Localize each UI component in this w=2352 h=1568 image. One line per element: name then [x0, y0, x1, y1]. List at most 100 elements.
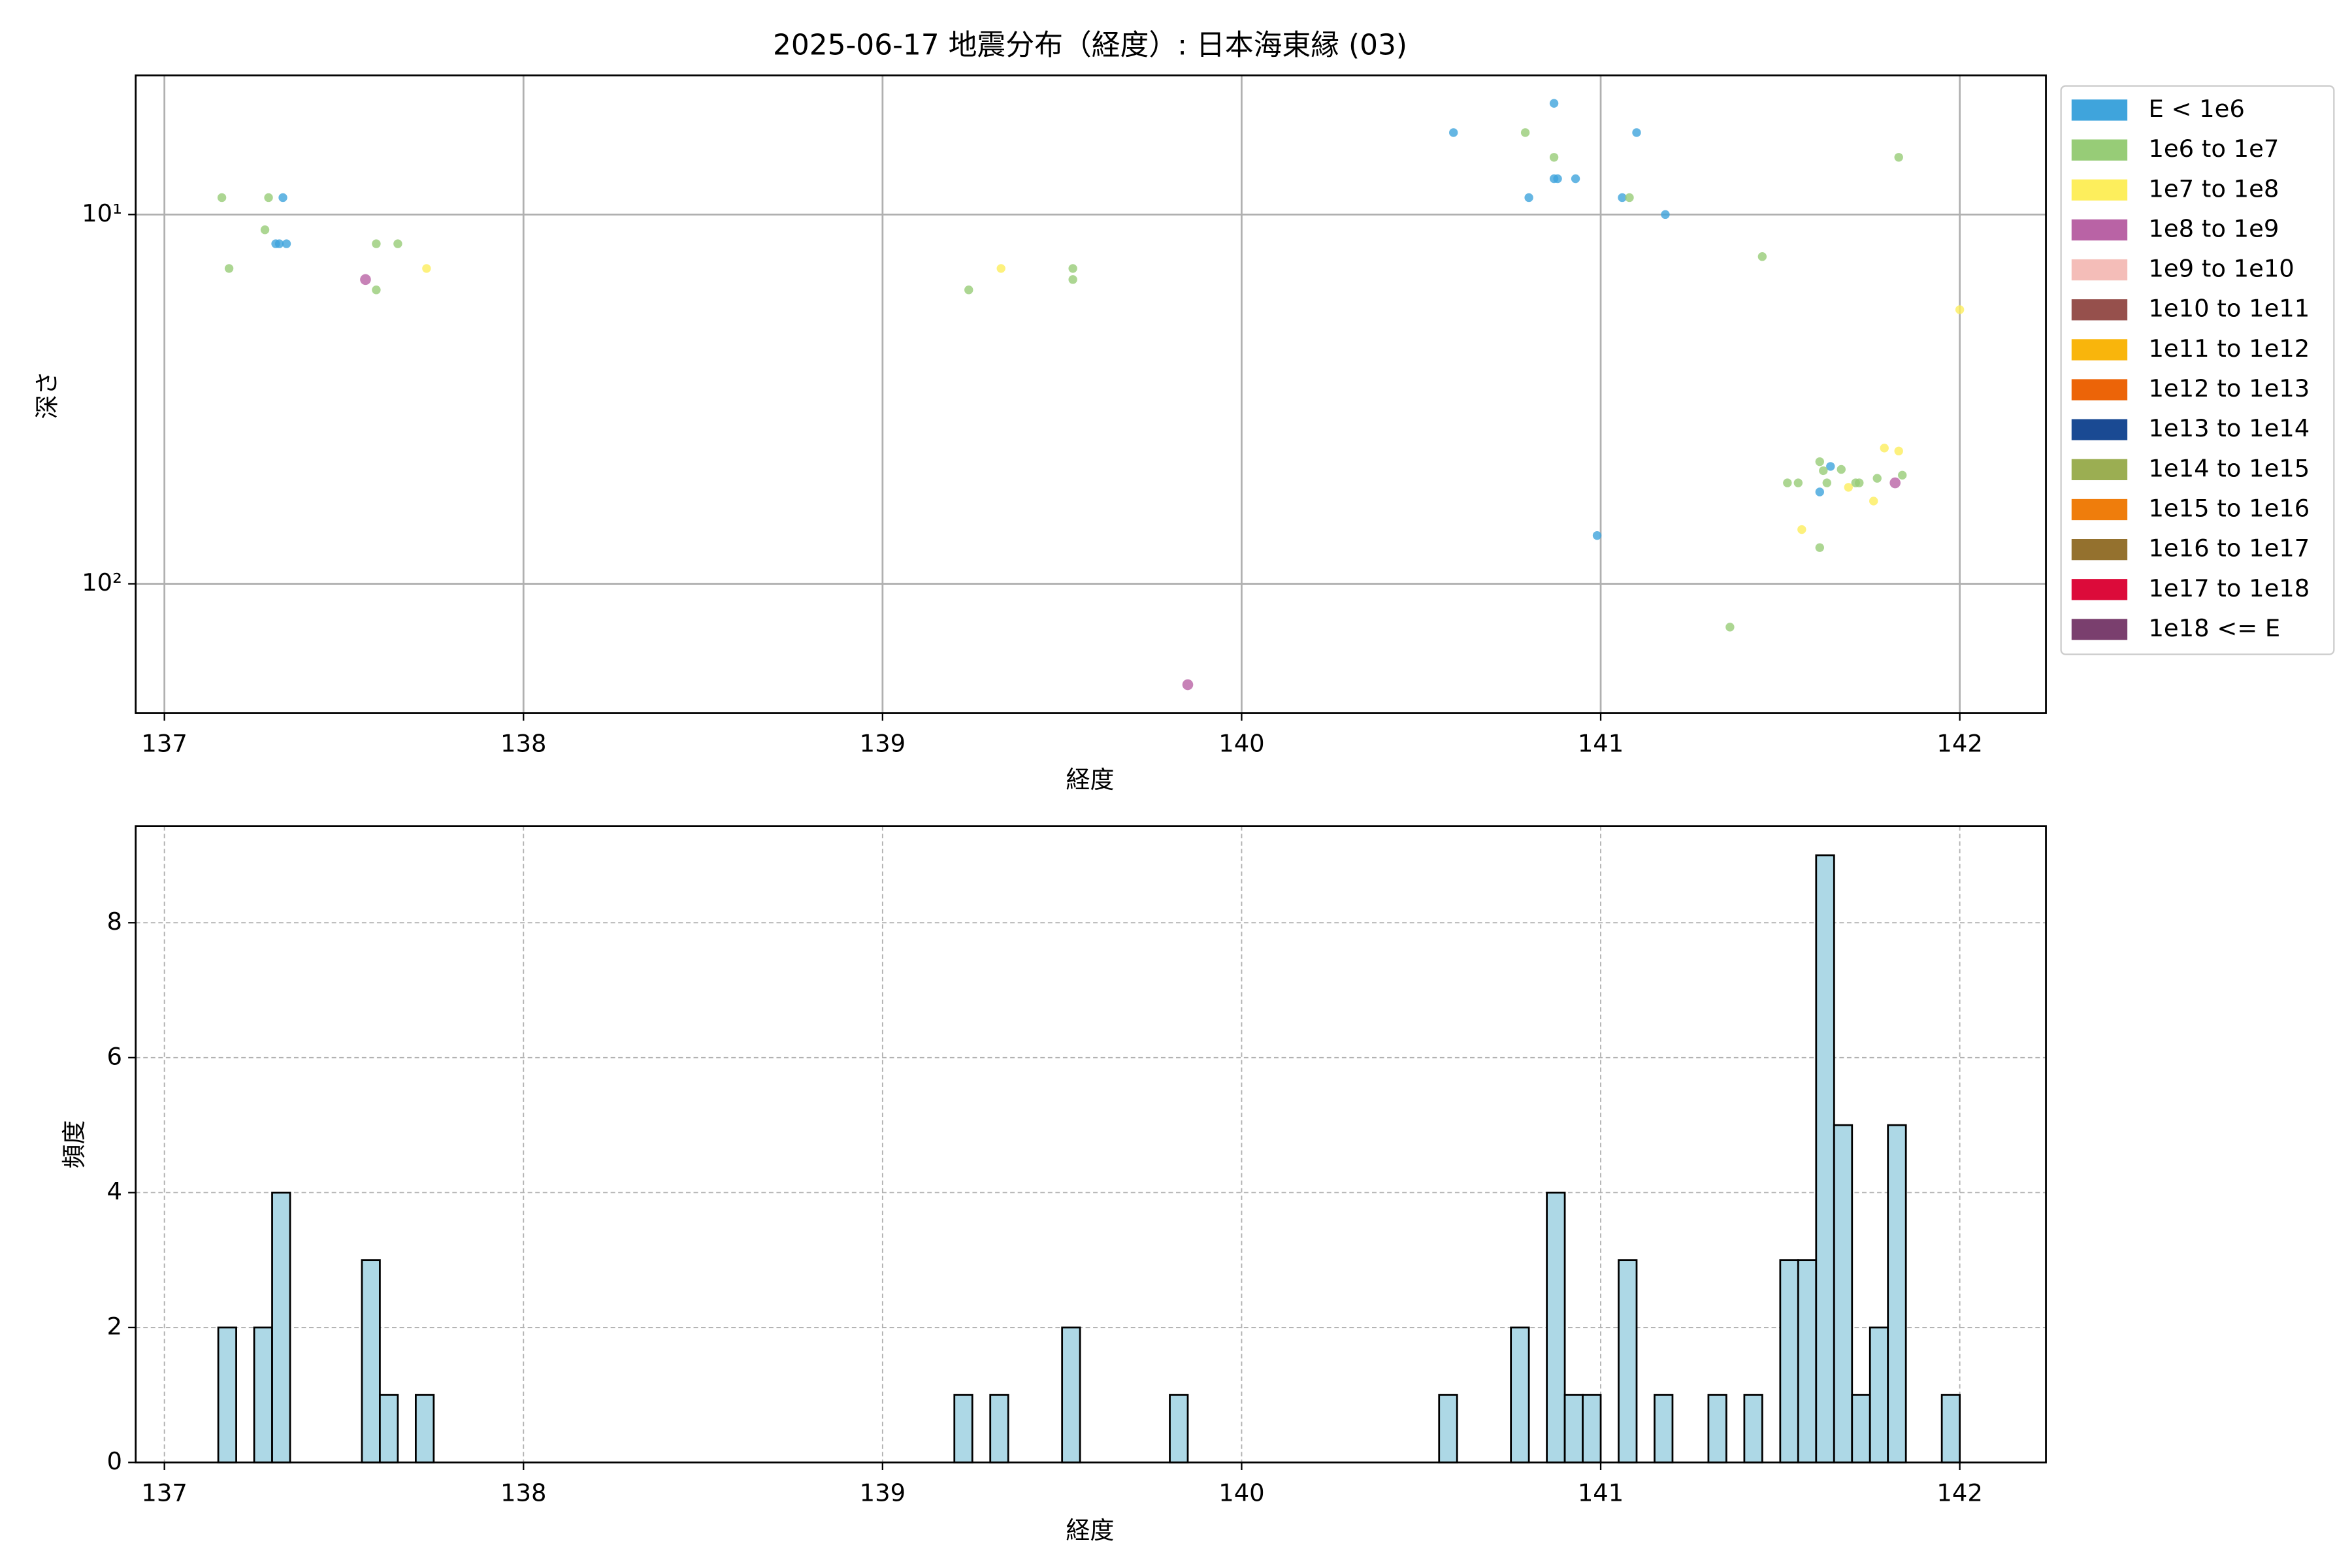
scatter-point	[1894, 446, 1903, 456]
scatter-point	[1625, 193, 1634, 203]
scatter-point	[1822, 478, 1831, 487]
scatter-point	[282, 239, 291, 248]
scatter-point	[1815, 487, 1824, 497]
y-tick-label: 8	[106, 907, 122, 936]
legend-label: 1e7 to 1e8	[2148, 174, 2279, 203]
legend-label: 1e10 to 1e11	[2148, 295, 2310, 323]
y-tick-label: 0	[106, 1447, 122, 1475]
histogram-bar	[253, 1326, 273, 1463]
y-tick-label: 6	[106, 1042, 122, 1070]
x-tick-label: 141	[1578, 1478, 1624, 1507]
histogram-bar	[379, 1394, 399, 1463]
scatter-point	[1869, 497, 1878, 506]
scatter-point	[1889, 477, 1901, 489]
histogram-bar	[1887, 1124, 1907, 1463]
legend-swatch	[2071, 219, 2128, 241]
legend-label: E < 1e6	[2148, 95, 2244, 123]
scatter-point	[217, 193, 227, 203]
histogram-bar	[1582, 1394, 1602, 1463]
scatter-point	[1826, 462, 1835, 471]
histogram-bar	[1546, 1191, 1566, 1463]
legend-label: 1e13 to 1e14	[2148, 414, 2310, 442]
histogram-bar	[1779, 1259, 1799, 1463]
scatter-point	[1819, 466, 1828, 476]
x-axis-label: 経度	[1066, 1516, 1115, 1544]
scatter-point	[1815, 457, 1824, 466]
scatter-point	[372, 239, 381, 248]
scatter-point	[1549, 153, 1559, 162]
scatter-point	[1844, 483, 1853, 492]
histogram-bar	[361, 1259, 381, 1463]
scatter-point	[1520, 128, 1530, 137]
plot-frame	[135, 74, 2047, 714]
histogram-bar	[953, 1394, 973, 1463]
histogram-bar	[1510, 1326, 1530, 1463]
scatter-point	[393, 239, 402, 248]
histogram-bar	[1743, 1394, 1763, 1463]
scatter-point	[1068, 264, 1077, 273]
y-tick-label: 2	[106, 1312, 122, 1340]
scatter-point	[1872, 474, 1882, 483]
scatter-point	[1632, 128, 1641, 137]
legend-swatch	[2071, 299, 2128, 321]
scatter-point	[1571, 174, 1580, 184]
scatter-point	[224, 264, 234, 273]
histogram-bar	[1061, 1326, 1081, 1463]
legend-swatch	[2071, 539, 2128, 561]
scatter-point	[1855, 478, 1864, 487]
scatter-point	[1797, 525, 1806, 534]
histogram-bar	[1940, 1394, 1961, 1463]
histogram-bar	[1815, 854, 1835, 1463]
scatter-point	[274, 239, 284, 248]
legend-swatch	[2071, 498, 2128, 521]
x-tick-label: 140	[1218, 730, 1264, 758]
histogram-bar	[414, 1394, 435, 1463]
legend-label: 1e8 to 1e9	[2148, 214, 2279, 242]
scatter-point	[1524, 193, 1533, 203]
y-tick-label: 4	[106, 1177, 122, 1205]
plot-frame	[135, 825, 2047, 1463]
legend-swatch	[2071, 579, 2128, 600]
x-axis-label: 経度	[1066, 766, 1115, 794]
legend-swatch	[2071, 619, 2128, 640]
legend-label: 1e18 <= E	[2148, 614, 2280, 642]
scatter-point	[1815, 543, 1824, 552]
scatter-point	[1793, 478, 1803, 487]
legend-label: 1e14 to 1e15	[2148, 454, 2310, 482]
scatter-point	[996, 264, 1005, 273]
histogram-bar	[1869, 1326, 1889, 1463]
scatter-point	[1618, 193, 1627, 203]
scatter-point	[260, 225, 270, 235]
histogram-bar	[1851, 1394, 1871, 1463]
x-tick-label: 138	[500, 730, 546, 758]
legend-label: 1e15 to 1e16	[2148, 495, 2310, 523]
scatter-point	[372, 286, 381, 295]
x-tick-label: 141	[1578, 730, 1624, 758]
x-tick-label: 140	[1218, 1478, 1264, 1507]
histogram-bar	[1169, 1394, 1189, 1463]
scatter-point	[1783, 478, 1792, 487]
scatter-point	[1757, 252, 1767, 261]
scatter-point	[1725, 623, 1735, 632]
legend-box	[2060, 85, 2335, 655]
x-tick-label: 137	[141, 730, 187, 758]
scatter-point	[964, 286, 973, 295]
scatter-point	[1592, 531, 1602, 540]
histogram-bar	[1563, 1394, 1584, 1463]
x-tick-label: 142	[1936, 1478, 1982, 1507]
x-tick-label: 139	[860, 730, 906, 758]
y-axis-label: 頻度	[60, 1120, 88, 1169]
histogram-bar	[1833, 1124, 1854, 1463]
histogram-bar	[1438, 1394, 1458, 1463]
x-tick-label: 138	[500, 1478, 546, 1507]
legend-label: 1e12 to 1e13	[2148, 374, 2310, 402]
histogram-bar	[1707, 1394, 1727, 1463]
scatter-point	[1449, 128, 1458, 137]
scatter-point	[1549, 99, 1559, 108]
x-tick-label: 137	[141, 1478, 187, 1507]
legend-label: 1e11 to 1e12	[2148, 335, 2310, 363]
histogram-bar	[217, 1326, 237, 1463]
